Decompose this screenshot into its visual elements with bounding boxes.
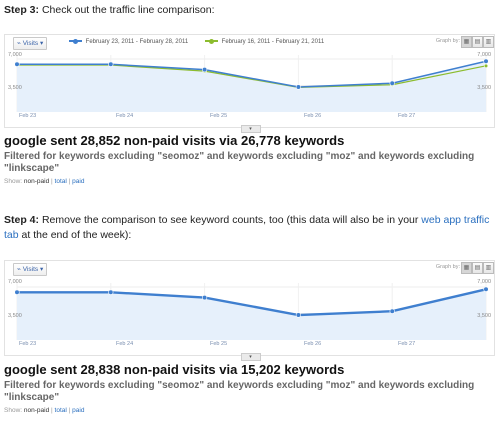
- traffic-chart-svg-2: [14, 283, 489, 340]
- data-point-0-0[interactable]: [14, 289, 20, 295]
- x-tick-label: Feb 27: [398, 113, 416, 119]
- graph-by-week-icon[interactable]: ▤: [472, 262, 483, 274]
- graph-by-day-icon[interactable]: ▦: [461, 36, 472, 48]
- data-point-0-5[interactable]: [483, 58, 489, 64]
- show-nonpaid: non-paid: [23, 407, 50, 414]
- result2-filter: Filtered for keywords excluding "seomoz"…: [4, 380, 475, 403]
- x-tick-label: Feb 24: [116, 341, 134, 347]
- step4-text-after: at the end of the week):: [21, 229, 132, 241]
- series-line-0: [17, 288, 487, 317]
- legend-swatch-icon: [69, 38, 82, 44]
- chevron-down-icon: ▾: [39, 40, 44, 47]
- legend-item-previous: February 16, 2011 - February 21, 2011: [205, 38, 324, 46]
- show-paid-link[interactable]: paid: [72, 407, 85, 414]
- show-total-link[interactable]: total: [54, 407, 67, 414]
- x-tick-label: Feb 23: [19, 113, 37, 119]
- widget-toolbar: ⌁ Visits ▾ February 23, 2011 - February …: [5, 35, 494, 50]
- traffic-widget-single: ⌁ Visits ▾ Graph by: ▦ ▤ ▥ 7,000 3,500 7…: [4, 260, 495, 361]
- widget-toolbar: ⌁ Visits ▾ Graph by: ▦ ▤ ▥: [5, 261, 494, 276]
- chart-line-icon: ⌁: [17, 40, 21, 47]
- graph-by-month-icon[interactable]: ▥: [483, 262, 494, 274]
- result1-filter: Filtered for keywords excluding "seomoz"…: [4, 151, 475, 174]
- chevron-down-icon: ▾: [39, 266, 44, 273]
- chart-expander[interactable]: ▾: [240, 353, 261, 361]
- y-tick-label-right: 3,500: [477, 313, 491, 319]
- traffic-chart-2: 7,000 3,500 7,000 3,500 Feb 23 Feb 24 Fe…: [5, 275, 494, 353]
- y-tick-label-right: 3,500: [477, 85, 491, 91]
- legend-label-current: February 23, 2011 - February 28, 2011: [85, 39, 189, 45]
- y-tick-label-right: 7,000: [477, 279, 491, 285]
- graph-by-month-icon[interactable]: ▥: [483, 36, 494, 48]
- y-tick-label: 7,000: [8, 279, 22, 285]
- metric-select-label: Visits: [22, 40, 39, 47]
- legend-label-previous: February 16, 2011 - February 21, 2011: [221, 39, 325, 45]
- result1-headline: google sent 28,852 non-paid visits via 2…: [4, 133, 345, 148]
- chart-line-icon: ⌁: [17, 266, 21, 273]
- graph-by-week-icon[interactable]: ▤: [472, 36, 483, 48]
- legend-item-current: February 23, 2011 - February 28, 2011: [69, 38, 188, 46]
- data-point-0-4[interactable]: [389, 308, 395, 314]
- y-tick-label: 7,000: [8, 52, 22, 58]
- metric-select[interactable]: ⌁ Visits ▾: [13, 37, 48, 50]
- traffic-chart-1: 7,000 3,500 7,000 3,500 Feb 23 Feb 24 Fe…: [5, 49, 494, 125]
- web-app-traffic-tab-link[interactable]: web app traffic tab: [4, 214, 490, 241]
- data-point-0-4[interactable]: [389, 80, 395, 86]
- x-tick-label: Feb 23: [19, 341, 37, 347]
- metric-select-label: Visits: [22, 266, 39, 273]
- data-point-0-1[interactable]: [108, 61, 114, 67]
- x-tick-label: Feb 24: [116, 113, 134, 119]
- legend-swatch-icon: [205, 38, 218, 44]
- show-paid-link[interactable]: paid: [72, 178, 85, 185]
- step3-instruction: Step 3: Check out the traffic line compa…: [4, 3, 215, 18]
- data-point-0-3[interactable]: [295, 84, 302, 90]
- show-separator: |: [51, 407, 53, 414]
- data-point-0-5[interactable]: [483, 286, 489, 292]
- graph-by-label: Graph by:: [435, 38, 460, 44]
- x-tick-label: Feb 26: [304, 113, 322, 119]
- graph-by-day-icon[interactable]: ▦: [461, 262, 472, 274]
- step3-text: Check out the traffic line comparison:: [41, 4, 215, 16]
- x-tick-label: Feb 27: [398, 341, 416, 347]
- x-tick-label: Feb 25: [210, 113, 228, 119]
- show-separator: |: [51, 178, 53, 185]
- data-point-1-5[interactable]: [483, 63, 489, 68]
- show-separator: |: [68, 178, 71, 185]
- series-line-1: [17, 64, 487, 88]
- y-tick-label-right: 7,000: [477, 52, 491, 58]
- step4-text-before: Remove the comparison to see keyword cou…: [41, 214, 419, 226]
- show-label: Show:: [4, 407, 23, 414]
- data-point-0-3[interactable]: [295, 312, 302, 318]
- graph-by-label: Graph by:: [435, 264, 460, 270]
- step4-instruction: Step 4: Remove the comparison to see key…: [4, 213, 494, 243]
- series-area: [17, 289, 486, 340]
- traffic-chart-svg-1: [14, 55, 489, 112]
- step3-label: Step 3:: [4, 4, 40, 16]
- data-point-0-1[interactable]: [108, 289, 114, 295]
- metric-select[interactable]: ⌁ Visits ▾: [13, 263, 48, 276]
- chart-expander[interactable]: ▾: [240, 125, 261, 133]
- y-tick-label: 3,500: [8, 85, 22, 91]
- show-separator: |: [68, 407, 71, 414]
- traffic-widget-comparison: ⌁ Visits ▾ February 23, 2011 - February …: [4, 34, 495, 133]
- show-total-link[interactable]: total: [54, 178, 67, 185]
- series-line-0: [17, 60, 487, 88]
- x-tick-label: Feb 25: [210, 341, 228, 347]
- series-area: [17, 61, 486, 112]
- y-tick-label: 3,500: [8, 313, 22, 319]
- result1-show-toggle: Show: non-paid | total | paid: [4, 178, 84, 185]
- result2-headline: google sent 28,838 non-paid visits via 1…: [4, 362, 345, 377]
- step4-label: Step 4:: [4, 214, 40, 226]
- data-point-0-0[interactable]: [14, 61, 20, 67]
- result2-show-toggle: Show: non-paid | total | paid: [4, 407, 84, 414]
- show-nonpaid: non-paid: [23, 178, 50, 185]
- show-label: Show:: [4, 178, 23, 185]
- x-tick-label: Feb 26: [304, 341, 322, 347]
- data-point-0-2[interactable]: [202, 67, 208, 73]
- data-point-0-2[interactable]: [202, 295, 208, 301]
